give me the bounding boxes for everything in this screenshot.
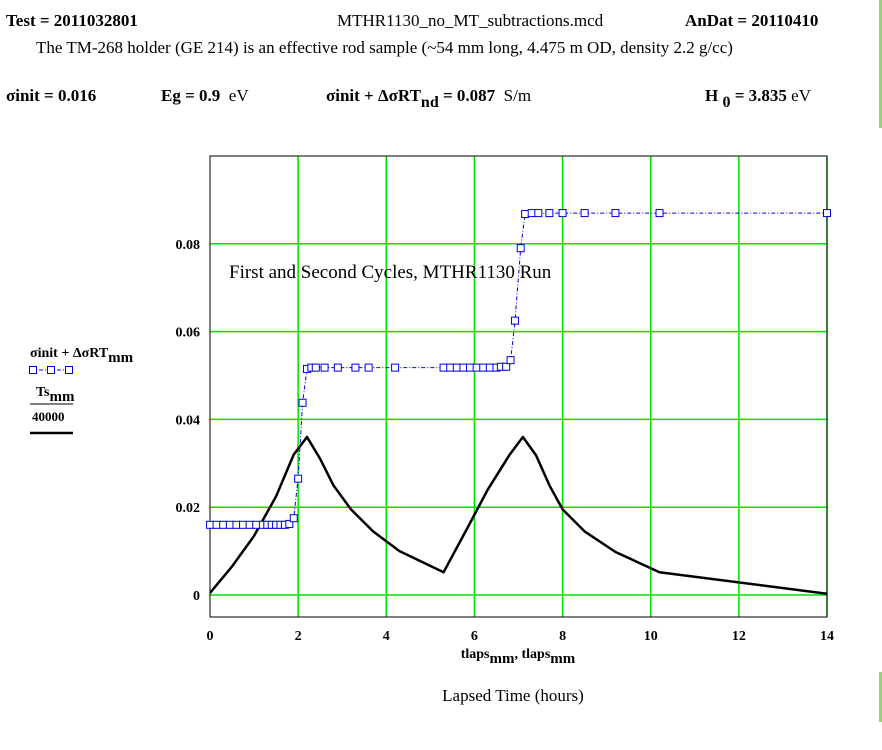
eg-label: Eg = [161,86,200,105]
legend-series1-swatch [29,366,73,374]
x-tick-label: 8 [559,629,566,644]
series-conductivity-point [225,520,234,529]
y-tick-label: 0.02 [176,501,201,516]
x-tick-label: 4 [383,629,390,644]
legend-series2-numerator: Tsmm [36,385,75,405]
series-conductivity-point [611,209,620,218]
h0-eq: = [730,86,749,105]
series-conductivity-point [472,363,481,372]
andat-id: AnDat = 20110410 [685,11,818,31]
series-conductivity-point [558,209,567,218]
test-value: 2011032801 [53,11,138,30]
h0-param: H 0 = 3.835 eV [705,86,811,112]
x-tick-label: 0 [207,629,214,644]
chart-annotation: First and Second Cycles, MTHR1130 Run [229,262,552,283]
series-conductivity-point [298,398,307,407]
series-conductivity-point [364,363,373,372]
sigma-sum-value: 0.087 [456,86,496,105]
x-axis-label: tlapsmm, tlapsmm [461,647,576,667]
worksheet-filename: MTHR1130_no_MT_subtractions.mcd [337,11,604,30]
chart-ticks: 0 2 4 6 8 10 12 14 0 0.02 0.04 0.06 0.08 [176,238,835,644]
series-conductivity-point [506,356,515,365]
series-conductivity-point [439,363,448,372]
series-conductivity-point [459,363,468,372]
sigma-sum-label: σinit + ΔσRT [326,86,421,105]
series-conductivity-point [285,519,294,528]
chart-series [206,209,831,595]
sigma-sum-subscript: nd [420,94,439,111]
y-tick-label: 0.06 [176,326,201,341]
h0-unit: eV [791,86,811,105]
sample-description: The TM-268 holder (GE 214) is an effecti… [36,38,733,57]
sigma-init-param: σinit = 0.016 [6,86,96,106]
legend-series1-marker [47,366,55,374]
test-id: Test = 2011032801 [6,11,138,31]
sigma-sum-param: σinit + ΔσRTnd = 0.087 S/m [326,86,531,112]
series-conductivity-point [333,363,342,372]
legend-series1-marker [65,366,73,374]
sigma-sum-eq: = [438,86,457,105]
series-conductivity-point [823,209,831,218]
series-conductivity-point [580,209,589,218]
eg-param: Eg = 0.9 eV [161,86,249,106]
series-conductivity-point [521,209,530,218]
andat-value: 20110410 [751,11,819,30]
series-conductivity-point [294,474,303,483]
series-conductivity-line [210,212,827,526]
y-tick-label: 0 [193,589,200,604]
legend-series2-denominator: 40000 [32,409,65,424]
series-conductivity-point [446,363,455,372]
series-conductivity-point [516,244,525,253]
series-conductivity-point [245,520,254,529]
series-conductivity-point [391,363,400,372]
series-conductivity-point [479,363,488,372]
series-conductivity-point [452,363,461,372]
h0-subscript: 0 [722,94,731,111]
series-conductivity-point [466,363,475,372]
series-conductivity-point [502,362,511,371]
legend-series1-marker [29,366,37,374]
series-conductivity-point [527,209,536,218]
chart-grid [210,156,828,617]
test-label: Test = [6,11,54,30]
plot-frame [209,155,828,618]
h0-label: H [705,86,719,105]
y-tick-label: 0.08 [176,238,201,253]
series-conductivity-point [289,514,298,523]
series-conductivity-point [212,520,221,529]
series-conductivity-point [510,316,519,325]
eg-value: 0.9 [199,86,221,105]
series-conductivity-point [320,363,329,372]
x-tick-label: 14 [820,629,834,644]
sigma-init-value: 0.016 [58,86,97,105]
window-edge-bar-top [879,0,882,128]
window-edge-bar-bottom [879,672,882,722]
x-tick-label: 2 [295,629,302,644]
series-conductivity-point [534,209,543,218]
series-conductivity-point [655,209,664,218]
series-conductivity-point [311,363,320,372]
legend-series1-label: σinit + ΔσRTmm [30,346,134,366]
y-tick-label: 0.04 [176,413,201,428]
x-tick-label: 6 [471,629,478,644]
x-axis-caption: Lapsed Time (hours) [442,686,584,705]
series-temperature-line [209,435,828,595]
sigma-sum-unit: S/m [503,86,532,105]
series-conductivity-point [219,520,228,529]
series-conductivity-point [485,363,494,372]
eg-unit: eV [228,86,249,105]
x-tick-label: 10 [644,629,658,644]
sigma-init-label: σinit = [6,86,58,105]
series-conductivity-point [351,363,360,372]
series-conductivity-point [252,520,261,529]
series-conductivity-point [206,520,214,529]
andat-label: AnDat = [685,11,752,30]
x-tick-label: 12 [732,629,746,644]
series-conductivity-point [239,520,248,529]
h0-value: 3.835 [748,86,787,105]
series-conductivity-point [232,520,241,529]
series-conductivity-point [545,209,554,218]
